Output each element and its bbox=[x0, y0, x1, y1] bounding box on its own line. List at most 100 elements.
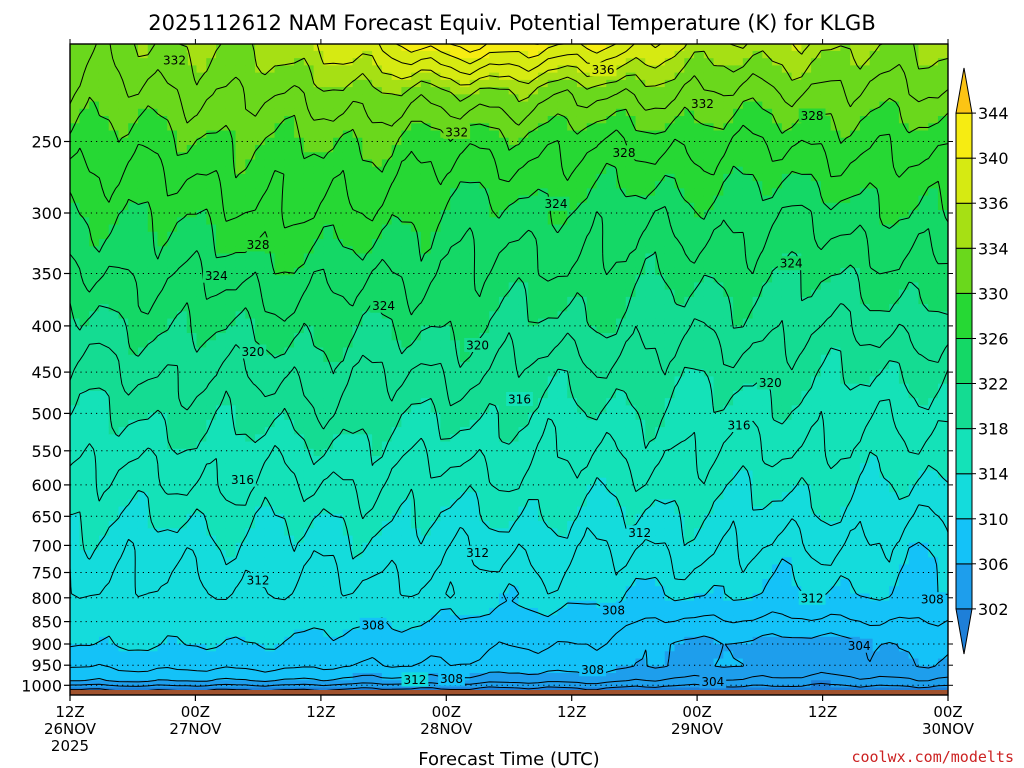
field-cell bbox=[70, 159, 81, 168]
field-cell bbox=[518, 513, 529, 522]
field-cell bbox=[450, 347, 461, 356]
field-cell bbox=[167, 571, 178, 580]
field-cell bbox=[576, 427, 588, 435]
field-cell bbox=[528, 484, 539, 493]
field-cell bbox=[508, 58, 520, 66]
field-cell bbox=[274, 506, 285, 515]
field-cell bbox=[89, 79, 100, 88]
field-cell bbox=[596, 506, 607, 515]
field-cell bbox=[479, 578, 490, 587]
field-cell bbox=[79, 333, 90, 341]
field-cell bbox=[518, 267, 529, 276]
field-cell bbox=[98, 398, 110, 406]
field-cell bbox=[147, 636, 159, 645]
field-cell bbox=[294, 376, 305, 385]
field-cell bbox=[596, 188, 607, 197]
field-cell bbox=[342, 231, 354, 240]
field-cell bbox=[459, 499, 471, 508]
field-cell bbox=[255, 665, 266, 674]
field-cell bbox=[430, 333, 442, 341]
field-cell bbox=[586, 484, 598, 493]
field-cell bbox=[128, 44, 139, 52]
field-cell bbox=[196, 94, 207, 103]
field-cell bbox=[430, 564, 442, 573]
field-cell bbox=[508, 130, 520, 139]
field-cell bbox=[313, 181, 324, 189]
field-cell bbox=[118, 65, 129, 74]
field-cell bbox=[469, 383, 481, 392]
field-cell bbox=[235, 622, 246, 631]
field-cell bbox=[167, 557, 178, 566]
field-cell bbox=[284, 260, 295, 269]
field-cell bbox=[440, 289, 451, 298]
field-cell bbox=[596, 166, 607, 175]
field-cell bbox=[303, 484, 315, 493]
field-cell bbox=[274, 311, 285, 320]
field-cell bbox=[567, 456, 578, 464]
field-cell bbox=[567, 318, 578, 327]
field-cell bbox=[206, 629, 217, 638]
field-cell bbox=[303, 217, 315, 226]
field-cell bbox=[352, 434, 363, 443]
field-cell bbox=[547, 144, 559, 153]
field-cell bbox=[264, 557, 276, 566]
field-cell bbox=[294, 456, 305, 464]
field-cell bbox=[498, 94, 510, 103]
field-cell bbox=[528, 224, 539, 233]
field-cell bbox=[186, 296, 198, 305]
field-cell bbox=[362, 65, 373, 74]
field-cell bbox=[459, 412, 471, 421]
field-cell bbox=[498, 557, 510, 566]
field-cell bbox=[284, 267, 295, 276]
field-cell bbox=[128, 260, 139, 269]
field-cell bbox=[118, 629, 129, 638]
field-cell bbox=[459, 651, 471, 660]
field-cell bbox=[420, 210, 432, 218]
field-cell bbox=[147, 188, 159, 197]
field-cell bbox=[167, 246, 178, 255]
field-cell bbox=[557, 94, 568, 103]
field-cell bbox=[167, 304, 178, 312]
field-cell bbox=[206, 296, 217, 305]
field-cell bbox=[606, 347, 617, 356]
field-cell bbox=[128, 673, 139, 681]
field-cell bbox=[196, 390, 207, 399]
field-cell bbox=[420, 253, 432, 262]
field-cell bbox=[186, 181, 198, 189]
field-cell bbox=[323, 557, 334, 566]
field-cell bbox=[576, 419, 588, 428]
field-cell bbox=[313, 419, 324, 428]
field-cell bbox=[323, 246, 334, 255]
field-cell bbox=[586, 542, 598, 551]
field-cell bbox=[255, 354, 266, 363]
field-cell bbox=[342, 296, 354, 305]
field-cell bbox=[352, 419, 363, 428]
field-cell bbox=[177, 636, 188, 645]
field-cell bbox=[459, 376, 471, 385]
field-cell bbox=[313, 398, 324, 406]
field-cell bbox=[420, 304, 432, 312]
field-cell bbox=[235, 318, 246, 327]
field-cell bbox=[479, 87, 490, 95]
field-cell bbox=[567, 173, 578, 182]
field-cell bbox=[177, 484, 188, 493]
field-cell bbox=[362, 600, 373, 609]
field-cell bbox=[294, 72, 305, 81]
field-cell bbox=[479, 311, 490, 320]
field-cell bbox=[206, 94, 217, 103]
field-cell bbox=[108, 448, 120, 457]
field-cell bbox=[362, 629, 373, 638]
field-cell bbox=[586, 325, 598, 334]
field-cell bbox=[479, 79, 490, 88]
field-cell bbox=[576, 72, 588, 81]
field-cell bbox=[313, 173, 324, 182]
field-cell bbox=[489, 557, 500, 566]
field-cell bbox=[196, 665, 207, 674]
field-cell bbox=[528, 506, 539, 515]
field-cell bbox=[411, 166, 422, 175]
field-cell bbox=[420, 217, 432, 226]
field-cell bbox=[401, 354, 412, 363]
field-cell bbox=[274, 210, 285, 218]
field-cell bbox=[342, 615, 354, 623]
field-cell bbox=[137, 195, 149, 204]
